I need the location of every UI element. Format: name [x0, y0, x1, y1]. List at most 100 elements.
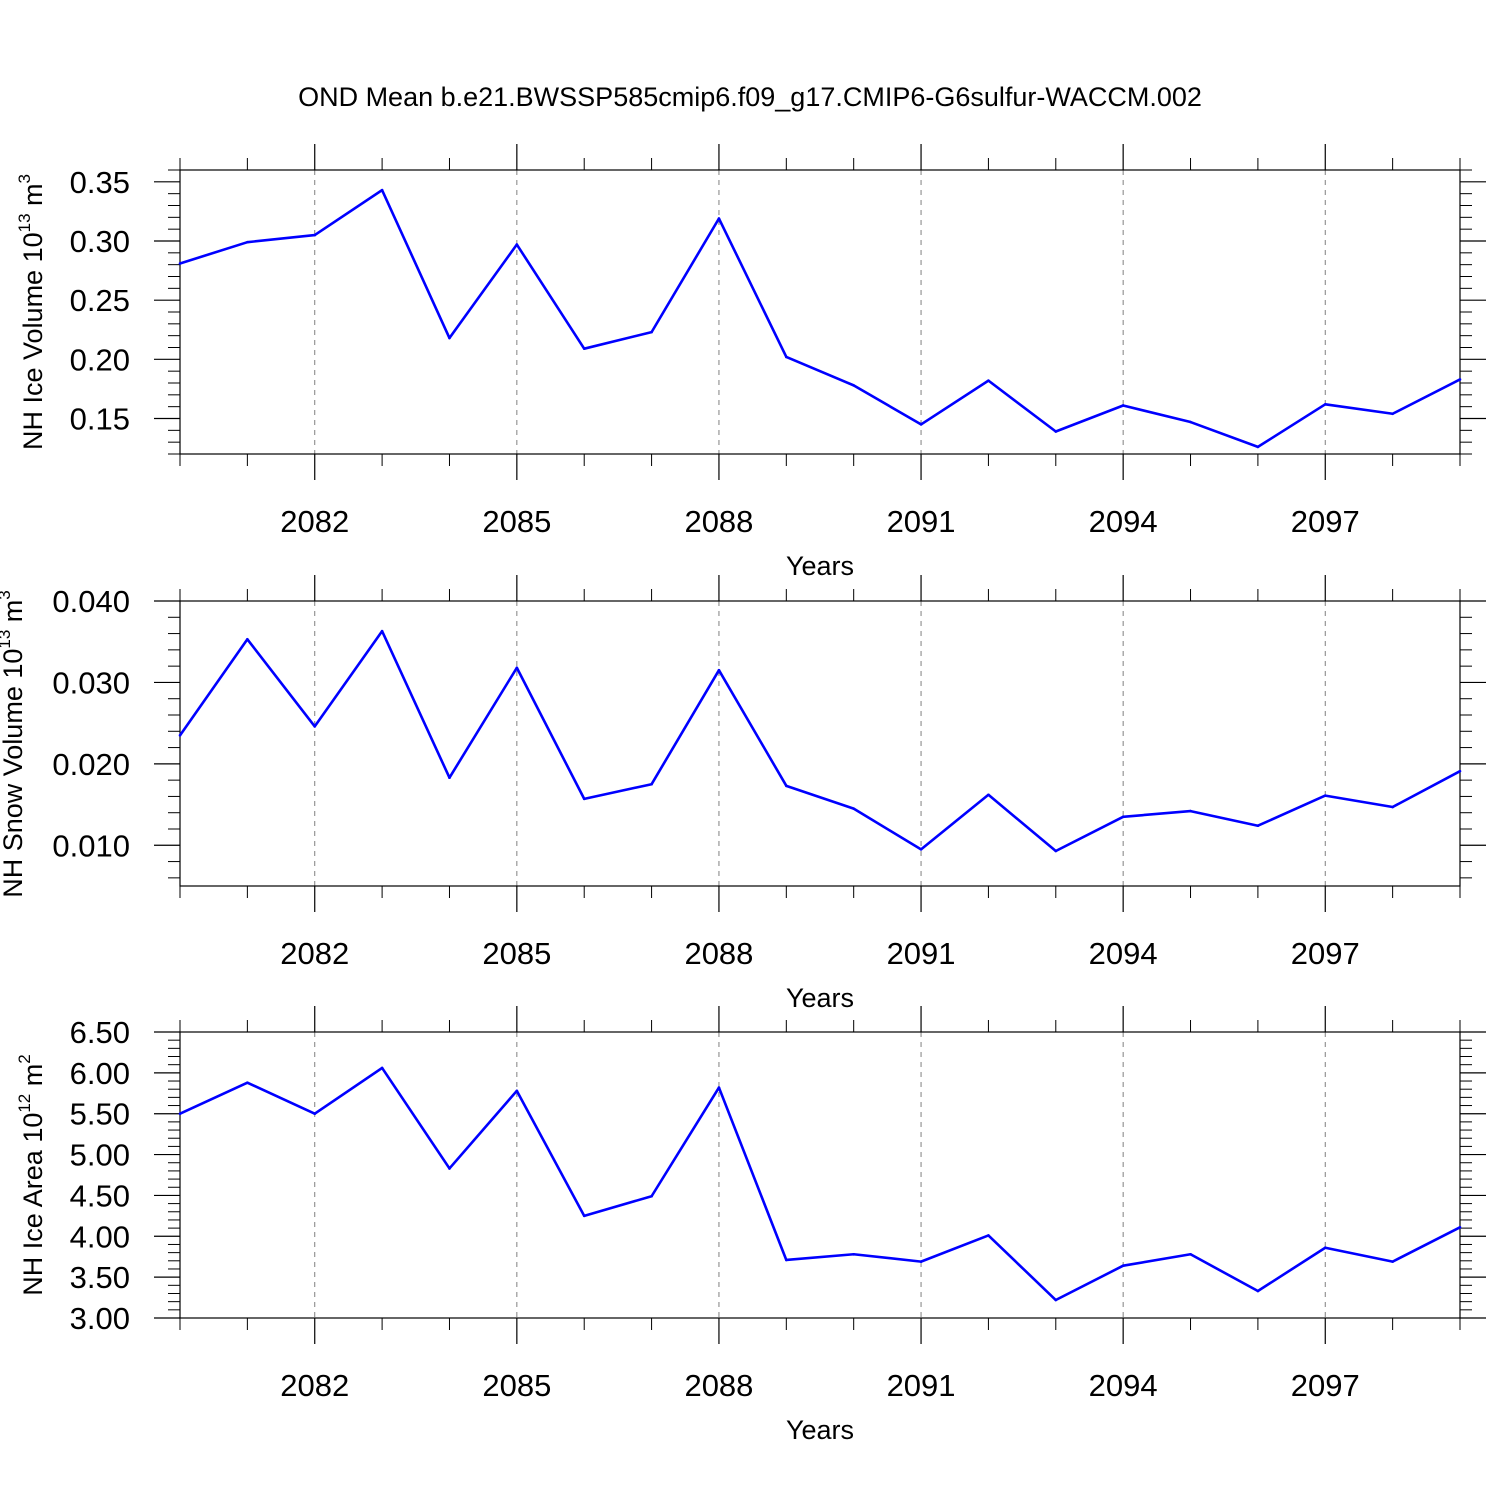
data-point-2083	[380, 1066, 384, 1070]
data-point-2082	[313, 1112, 317, 1116]
plot-frame	[179, 600, 1461, 887]
plot-frame	[179, 169, 1461, 455]
x-tick-label-2094: 2094	[1089, 504, 1158, 539]
data-point-2081	[246, 240, 249, 244]
y-label-exponent: 13	[0, 630, 14, 649]
data-point-2095	[1189, 1252, 1192, 1256]
y-tick-label-3.50: 3.50	[70, 1260, 130, 1295]
y-tick-label-4.00: 4.00	[70, 1219, 130, 1254]
x-tick-label-2091: 2091	[887, 1368, 956, 1403]
data-point-2097	[1323, 794, 1327, 797]
data-point-2080	[178, 262, 182, 265]
data-point-2095	[1189, 809, 1192, 813]
y-axis-label: NH Ice Area 1012 m2	[15, 1054, 48, 1295]
y-tick-label-0.25: 0.25	[70, 283, 130, 318]
x-tick-label-2088: 2088	[684, 936, 753, 971]
x-tick-label-2097: 2097	[1291, 1368, 1360, 1403]
x-axis-label: Years	[786, 983, 854, 1013]
data-point-2092	[987, 793, 990, 797]
data-point-2082	[313, 725, 317, 728]
series-line	[179, 1066, 1461, 1302]
x-tick-label-2085: 2085	[482, 504, 551, 539]
data-point-2085	[515, 1089, 519, 1093]
x-tick-label-2082: 2082	[280, 936, 349, 971]
y-tick-label-0.20: 0.20	[70, 342, 130, 377]
data-point-2080	[178, 734, 182, 737]
y-tick-label-4.50: 4.50	[70, 1178, 130, 1213]
data-point-2089	[785, 784, 788, 788]
data-point-2087	[650, 330, 653, 334]
data-point-2088	[717, 217, 721, 220]
data-point-2094	[1121, 1264, 1125, 1268]
y-tick-label-0.35: 0.35	[70, 165, 130, 200]
y-tick-label-0.020: 0.020	[52, 747, 130, 782]
data-point-2090	[852, 1252, 855, 1256]
data-point-2094	[1121, 815, 1125, 819]
panel-snow-volume: 0.010 0.020 0.030 0.040 2082 2085 2088 2091 2094…	[0, 575, 1486, 1013]
x-tick-label-2088: 2088	[684, 1368, 753, 1403]
data-point-2087	[650, 782, 653, 786]
y-label-unit-exponent: 3	[0, 590, 14, 599]
data-point-2090	[852, 384, 855, 387]
x-tick-label-2082: 2082	[280, 1368, 349, 1403]
y-label-unit-exponent: 3	[15, 174, 34, 183]
data-point-2097	[1323, 403, 1327, 406]
data-point-2087	[650, 1194, 653, 1198]
data-point-2091	[919, 423, 923, 426]
y-tick-label-3.00: 3.00	[70, 1301, 130, 1336]
y-axis-label: NH Ice Volume 1013 m3	[15, 174, 48, 450]
x-axis-label: Years	[786, 1415, 854, 1445]
data-point-2086	[582, 797, 586, 801]
x-axis-label: Years	[786, 551, 854, 581]
y-label-text: NH Ice Area 10	[18, 1113, 48, 1296]
x-tick-label-2085: 2085	[482, 936, 551, 971]
data-point-2099	[1458, 769, 1462, 773]
series-line	[179, 188, 1461, 449]
panel-ice-volume: 0.15 0.20 0.25 0.30 0.35 2082 2085 2088 2091 2094…	[15, 144, 1486, 581]
series-line	[178, 629, 1461, 853]
data-point-2082	[313, 233, 317, 237]
data-point-2098	[1391, 1260, 1394, 1263]
x-tick-label-2097: 2097	[1291, 504, 1360, 539]
data-point-2086	[582, 347, 586, 350]
data-point-2083	[380, 629, 384, 633]
plot-frame	[179, 1031, 1461, 1319]
y-label-text: NH Snow Volume 10	[0, 649, 28, 898]
data-point-2093	[1054, 1298, 1058, 1302]
x-tick-label-2085: 2085	[482, 1368, 551, 1403]
y-label-unit-exponent: 2	[15, 1054, 34, 1063]
y-tick-label-5.00: 5.00	[70, 1138, 130, 1173]
data-point-2094	[1121, 404, 1125, 407]
data-point-2081	[246, 637, 249, 641]
y-tick-label-6.00: 6.00	[70, 1056, 130, 1091]
data-point-2099	[1458, 378, 1462, 381]
y-label-unit: m	[18, 183, 48, 213]
data-point-2084	[448, 336, 451, 340]
data-point-2084	[448, 776, 451, 779]
data-point-2089	[785, 1258, 788, 1262]
data-point-2091	[919, 848, 923, 851]
y-tick-label-0.30: 0.30	[70, 224, 130, 259]
data-point-2088	[717, 668, 721, 672]
data-point-2089	[785, 355, 788, 359]
data-point-2083	[380, 188, 384, 192]
x-tick-label-2082: 2082	[280, 504, 349, 539]
y-tick-label-5.50: 5.50	[70, 1097, 130, 1132]
data-point-2084	[448, 1167, 451, 1170]
y-tick-label-0.030: 0.030	[52, 665, 130, 700]
y-tick-label-0.040: 0.040	[52, 584, 130, 619]
data-point-2097	[1323, 1246, 1327, 1250]
panel-ice-area: 3.00 3.50 4.00 4.50 5.00 5.50 6.00 6.50 2082 2085…	[15, 1006, 1486, 1445]
data-point-2092	[987, 379, 990, 382]
data-point-2096	[1256, 1289, 1260, 1293]
x-tick-label-2091: 2091	[887, 936, 956, 971]
x-tick-label-2088: 2088	[684, 504, 753, 539]
y-label-unit: m	[18, 1064, 48, 1094]
y-tick-label-0.010: 0.010	[52, 828, 130, 863]
y-label-exponent: 12	[15, 1094, 34, 1113]
y-tick-label-0.15: 0.15	[70, 402, 130, 437]
figure-title: OND Mean b.e21.BWSSP585cmip6.f09_g17.CMI…	[298, 82, 1202, 112]
data-point-2096	[1256, 445, 1260, 449]
